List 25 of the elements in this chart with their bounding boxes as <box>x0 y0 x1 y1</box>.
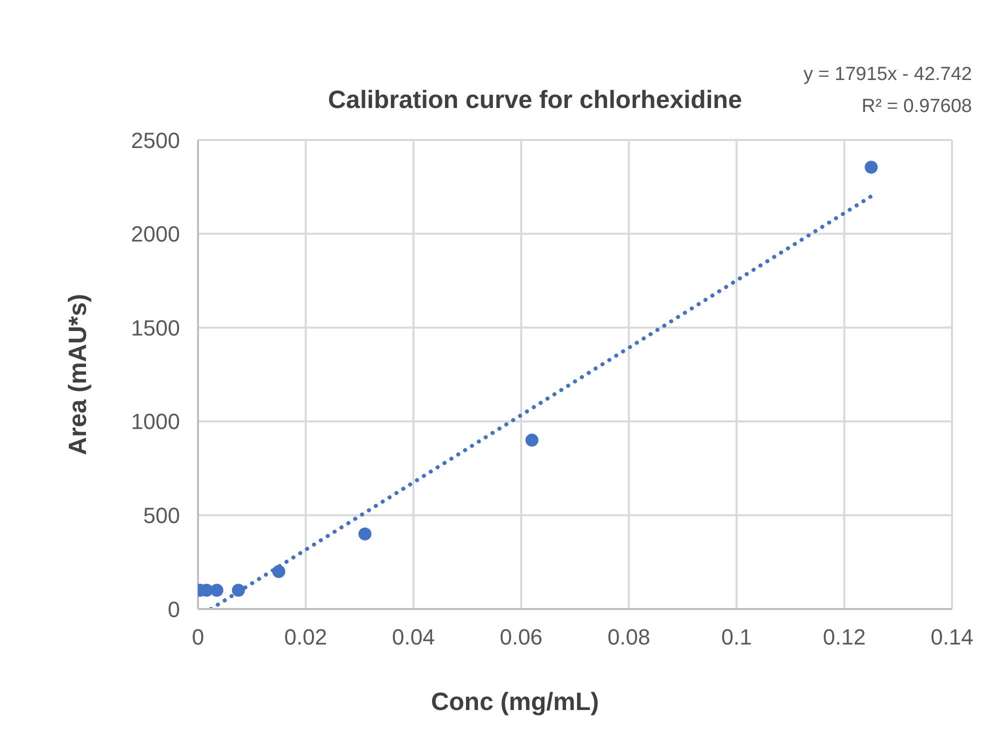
y-tick-label: 2000 <box>131 222 180 247</box>
text: y = 17915x - 42.742 <box>804 64 972 85</box>
x-tick-label: 0.02 <box>284 624 328 650</box>
point <box>358 527 372 540</box>
y-tick-label: 1500 <box>131 315 180 340</box>
x-tick-label: 0.08 <box>607 624 650 650</box>
point <box>525 434 538 447</box>
x-tick-label: 0.12 <box>822 624 866 650</box>
text: R² = 0.97608 <box>862 96 972 117</box>
x-tick-label: 0.04 <box>392 624 435 650</box>
point <box>864 160 878 174</box>
y-tick-label: 0 <box>168 596 180 622</box>
x-tick-label: 0 <box>192 624 204 650</box>
y-tick-label: 1000 <box>131 409 180 434</box>
y-tick-label: 2500 <box>131 128 180 153</box>
x-axis-title: Conc (mg/mL) <box>430 688 600 716</box>
point <box>232 584 245 597</box>
x-tick-label: 0.14 <box>930 624 974 650</box>
point <box>272 564 286 578</box>
y-tick-label: 500 <box>143 503 180 528</box>
y-axis-title: Area (mAU*s) <box>64 294 92 456</box>
x-tick-label: 0.1 <box>721 624 752 650</box>
x-tick-label: 0.06 <box>500 624 543 650</box>
point <box>210 584 224 597</box>
chart-title: Calibration curve for chlorhexidine <box>328 86 742 114</box>
